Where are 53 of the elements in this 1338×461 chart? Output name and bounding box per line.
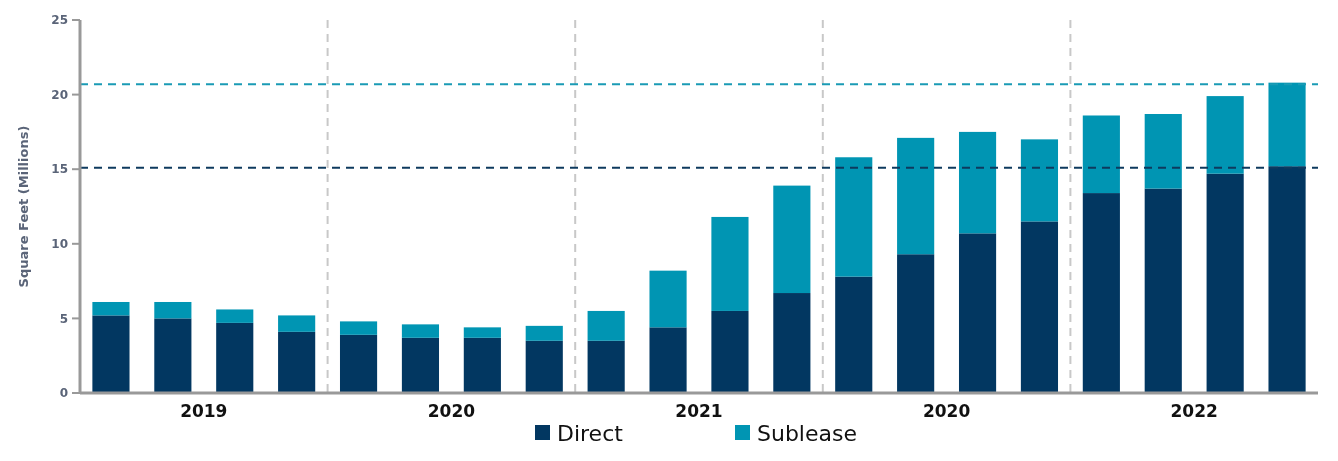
bar — [216, 322, 254, 393]
bar — [525, 325, 563, 341]
text: 2022 — [1170, 401, 1218, 421]
bar — [897, 137, 935, 255]
bar — [154, 318, 192, 393]
bar — [835, 157, 873, 277]
bar — [587, 310, 625, 341]
bar — [278, 331, 316, 393]
y-tick-label: 15 — [51, 162, 68, 177]
bar — [1268, 82, 1306, 167]
y-tick-label: 10 — [51, 237, 68, 251]
y-tick-label: 0 — [59, 386, 68, 401]
y-tick-label: 20 — [51, 87, 68, 102]
y-tick-label: 25 — [51, 13, 68, 28]
text: 2021 — [675, 401, 723, 421]
y-tick-label: 5 — [59, 311, 68, 326]
bar — [773, 185, 811, 294]
legend-label: Sublease — [757, 420, 857, 446]
bar — [958, 131, 997, 234]
bar — [711, 310, 749, 393]
bar — [1082, 193, 1120, 393]
bar — [401, 324, 440, 338]
legend-label: Direct — [557, 420, 624, 446]
bar — [958, 233, 997, 393]
text: 2020 — [922, 401, 971, 421]
bar — [339, 334, 378, 393]
bar — [463, 337, 501, 393]
bar — [711, 216, 749, 311]
bar — [649, 327, 687, 393]
bar — [154, 301, 192, 319]
bar — [1082, 115, 1120, 194]
bar — [773, 293, 811, 393]
bar — [1144, 188, 1182, 393]
bar — [897, 254, 935, 393]
text: 2019 — [180, 401, 228, 421]
bar — [1020, 221, 1059, 393]
bar — [587, 340, 625, 393]
bar — [649, 270, 687, 328]
bar — [1206, 96, 1244, 174]
bar — [278, 315, 316, 332]
bar — [401, 337, 440, 393]
bar — [1020, 139, 1059, 222]
bar — [339, 321, 378, 335]
bar — [216, 309, 254, 323]
bar — [1206, 173, 1244, 393]
bar — [835, 276, 873, 393]
text: 2020 — [427, 401, 476, 421]
bar — [463, 327, 501, 338]
y-axis-title: Square Feet (Millions) — [16, 125, 31, 288]
bar — [1144, 114, 1182, 189]
bar — [92, 301, 130, 316]
bar — [525, 340, 563, 393]
bar — [92, 315, 130, 393]
